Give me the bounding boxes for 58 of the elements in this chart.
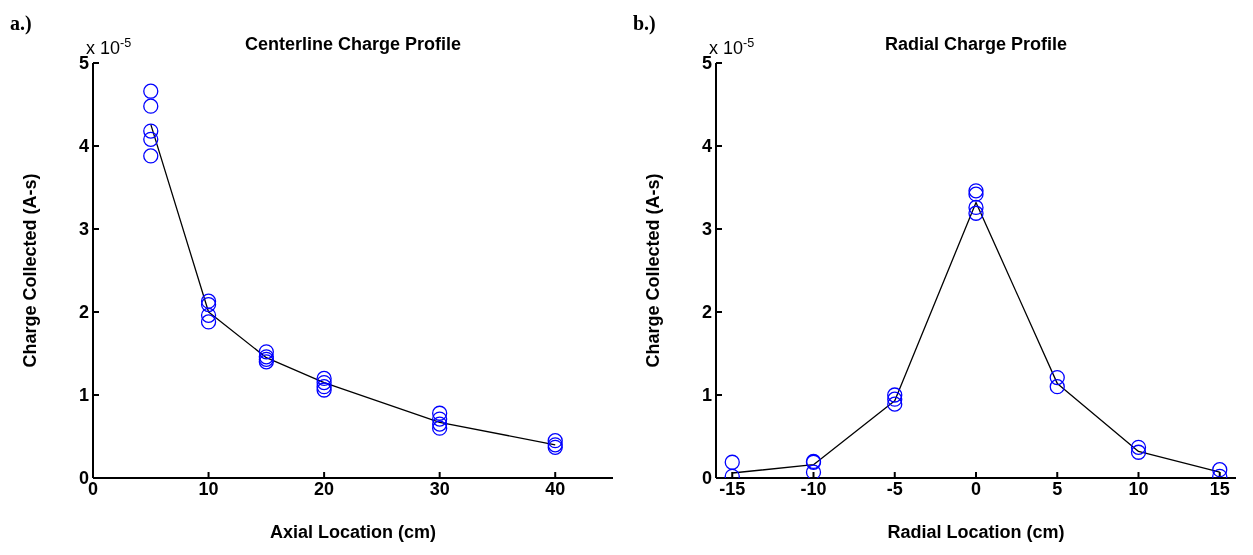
point [1212, 462, 1228, 478]
point [1130, 439, 1147, 455]
text: a.) [10, 12, 32, 35]
x-axis-title: Radial Location (cm) [887, 522, 1065, 542]
point [968, 205, 984, 221]
chart-title: Radial Charge Profile [884, 34, 1068, 54]
x-axis-title: Axial Location (cm) [269, 522, 437, 542]
point [432, 411, 448, 427]
point [968, 199, 984, 216]
x-tick-label: 40 [545, 478, 566, 499]
chart-title: Centerline Charge Profile [244, 34, 462, 54]
y-tick-label: 2 [78, 302, 89, 323]
point [258, 344, 274, 360]
x-tick-label: -10 [800, 478, 827, 499]
x-tick-label: 30 [429, 478, 450, 499]
y-tick-label: 4 [701, 136, 712, 157]
point [143, 123, 159, 139]
point [1130, 444, 1147, 460]
y-tick-label: 1 [78, 385, 89, 406]
y-axis-title: Charge Collected (A-s) [20, 173, 41, 368]
point [316, 374, 332, 391]
y-tick-label: 4 [78, 136, 89, 157]
point [432, 420, 448, 436]
point [887, 396, 903, 412]
point [200, 293, 217, 309]
point [143, 83, 159, 99]
point [724, 454, 740, 470]
point [200, 307, 217, 323]
x-tick-label: 0 [970, 478, 982, 499]
x-tick-label: 10 [198, 478, 219, 499]
y-tick-label: 3 [78, 219, 89, 240]
point [547, 433, 563, 449]
text: b.) [633, 12, 656, 35]
point [316, 370, 332, 387]
y-axis-title: Charge Collected (A-s) [643, 173, 664, 368]
x-tick-label: -15 [719, 478, 746, 499]
point [805, 464, 822, 478]
point [200, 314, 217, 330]
point [432, 416, 448, 432]
point [1049, 369, 1065, 386]
point [143, 131, 159, 148]
point [1049, 379, 1065, 395]
y-tick-label: 1 [701, 385, 712, 406]
x-tick-label: 5 [1052, 478, 1063, 499]
y-tick-label: 5 [78, 53, 89, 74]
point [143, 98, 159, 114]
y-tick-label: 3 [701, 219, 712, 240]
y-tick-label: 5 [701, 53, 712, 74]
point [887, 387, 903, 403]
x-tick-label: 20 [314, 478, 335, 499]
x-tick-label: 15 [1209, 478, 1230, 499]
x-tick-label: -5 [886, 478, 903, 499]
x-tick-label: 10 [1128, 478, 1149, 499]
point [432, 405, 448, 421]
point [200, 296, 217, 313]
point [887, 391, 903, 407]
point [143, 148, 159, 164]
y-tick-label: 2 [701, 302, 712, 323]
